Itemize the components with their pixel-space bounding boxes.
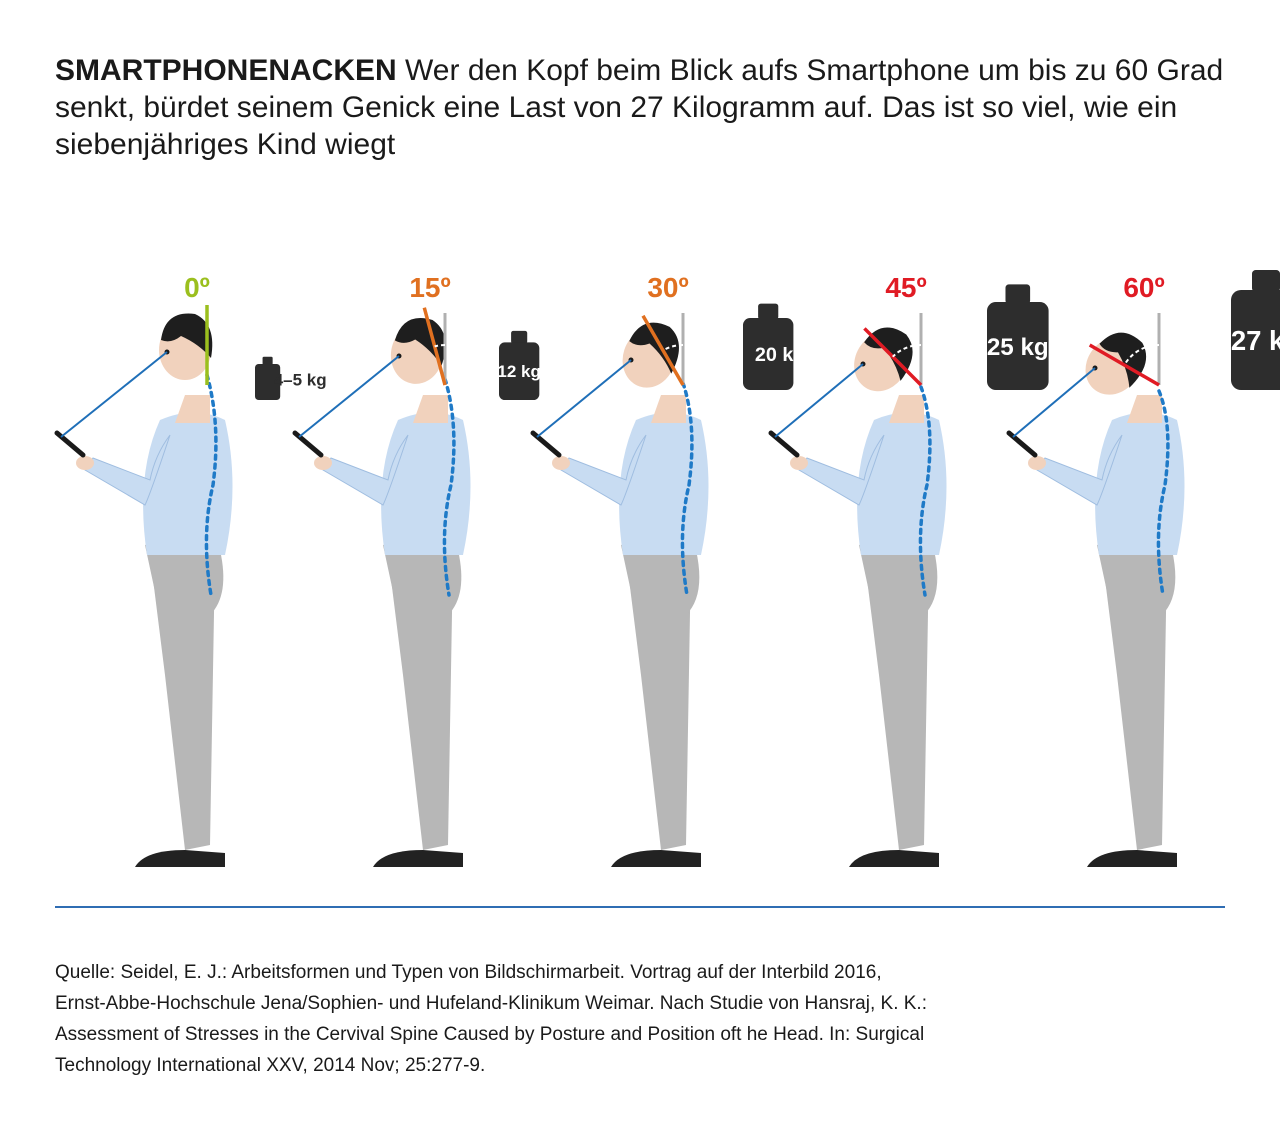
headline: SMARTPHONENACKEN Wer den Kopf beim Blick… (55, 52, 1255, 163)
trousers-seat (621, 541, 700, 615)
trousers-seat (145, 541, 224, 615)
trousers-seat (383, 541, 462, 615)
sight-line (1012, 367, 1096, 438)
trousers (150, 555, 215, 850)
weight: 27 kg (1231, 270, 1280, 390)
divider (55, 906, 1225, 908)
shirt (857, 412, 947, 555)
angle-arc (434, 344, 446, 348)
weight-label: 12 kg (497, 362, 540, 381)
hand (1028, 456, 1046, 470)
hand (76, 456, 94, 470)
weight: 12 kg (497, 330, 541, 400)
angle-label: 60º (1123, 272, 1164, 303)
weight-handle (758, 303, 779, 320)
spine (442, 377, 456, 597)
trousers (388, 555, 453, 850)
shoe (1087, 850, 1177, 867)
spine (1156, 389, 1170, 597)
person-figure: 45º 25 kg (768, 272, 1049, 867)
neck (413, 395, 448, 423)
sight-line (536, 359, 632, 438)
source-line: Assessment of Stresses in the Cervival S… (55, 1024, 925, 1045)
shoe (849, 850, 939, 867)
weight-body (743, 318, 794, 390)
angle-label: 30º (647, 272, 688, 303)
angle-label: 0º (184, 272, 210, 303)
neck (889, 395, 924, 423)
trousers-seat (859, 541, 938, 615)
weight-body (1231, 290, 1280, 390)
angle-arc (662, 344, 684, 352)
trousers (626, 555, 691, 850)
angle-arc (892, 344, 922, 358)
weight: 4–5 kg (255, 356, 327, 400)
posture-illustration: 0º 4–5 kg 15º 12 kg 30º 20 kg 45º 25 kg 60º 27 kg (54, 270, 1280, 867)
weight-label: 27 kg (1231, 325, 1280, 356)
shirt (381, 412, 471, 555)
shoe (135, 850, 225, 867)
shirt (619, 412, 709, 555)
headline-text: Wer den Kopf beim Blick aufs Smartphone … (55, 54, 1224, 161)
person-figure: 0º 4–5 kg (54, 272, 327, 867)
angle-label: 15º (409, 272, 450, 303)
hair (1099, 332, 1147, 388)
spine (680, 381, 694, 597)
trousers (864, 555, 929, 850)
weight-label: 25 kg (987, 334, 1049, 361)
angle-line (1088, 343, 1160, 387)
hand (314, 456, 332, 470)
source-line: Technology International XXV, 2014 Nov; … (55, 1055, 486, 1076)
weight-label: 20 kg (755, 344, 806, 366)
person-figure: 60º 27 kg (1006, 270, 1280, 867)
person-figure: 15º 12 kg (292, 272, 541, 867)
angle-arc (1123, 344, 1160, 366)
weight-label: 4–5 kg (274, 371, 327, 390)
neck (175, 395, 210, 423)
sight-line (774, 363, 864, 438)
trousers-seat (1097, 541, 1176, 615)
shirt (143, 412, 233, 555)
source-note: Quelle: Seidel, E. J.: Arbeitsformen und… (55, 957, 1235, 1081)
shirt (1095, 412, 1185, 555)
neck (1127, 395, 1162, 423)
hand (790, 456, 808, 470)
hair (394, 318, 446, 366)
hair (161, 313, 213, 358)
weight-handle (262, 356, 273, 365)
neck (651, 395, 686, 423)
shoe (611, 850, 701, 867)
weight-handle (1005, 284, 1031, 304)
headline-kicker: SMARTPHONENACKEN (55, 54, 397, 87)
angle-line (641, 314, 685, 386)
weight-body (255, 364, 281, 400)
angle-label: 45º (885, 272, 926, 303)
weight-handle (1252, 270, 1280, 292)
spine (918, 385, 932, 597)
weight-body (499, 342, 540, 400)
person-figure: 30º 20 kg (530, 272, 806, 867)
source-line: Ernst-Abbe-Hochschule Jena/Sophien- und … (55, 993, 927, 1014)
weight-body (987, 302, 1049, 390)
source-line: Quelle: Seidel, E. J.: Arbeitsformen und… (55, 962, 882, 983)
weight: 25 kg (987, 284, 1049, 390)
weight: 20 kg (743, 303, 806, 390)
hair (629, 322, 679, 374)
hand (552, 456, 570, 470)
shoe (373, 850, 463, 867)
angle-line (422, 307, 447, 386)
trousers (1102, 555, 1167, 850)
sight-line (60, 351, 168, 438)
sight-line (298, 355, 400, 438)
spine (204, 373, 218, 597)
weight-handle (511, 330, 528, 344)
